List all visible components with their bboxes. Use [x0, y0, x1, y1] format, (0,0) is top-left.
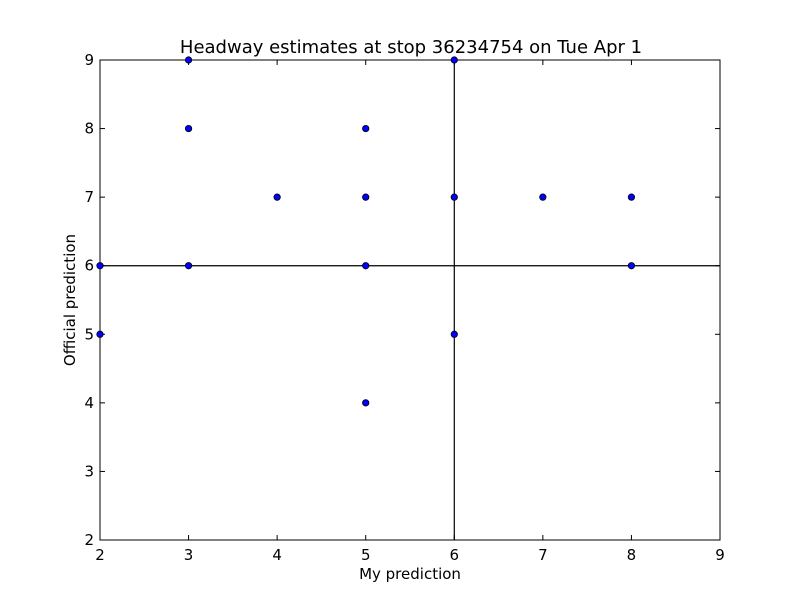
data-point: [450, 193, 458, 201]
y-tick-label: 6: [84, 257, 94, 275]
x-tick-label: 4: [272, 546, 282, 564]
x-tick-label: 5: [361, 546, 371, 564]
data-point: [184, 56, 193, 64]
data-point: [450, 330, 458, 338]
plot-area: [96, 56, 721, 541]
y-tick-label: 8: [84, 120, 94, 138]
y-axis-label: Official prediction: [61, 234, 79, 366]
x-tick-label: 2: [95, 546, 105, 564]
x-tick-label: 9: [715, 546, 725, 564]
y-tick-label: 9: [84, 51, 94, 69]
data-point: [96, 262, 104, 270]
reference-lines: [100, 60, 720, 540]
data-point: [627, 262, 636, 270]
data-point: [184, 262, 193, 270]
y-tick-labels: 2 3 4 5 6 7 8 9: [84, 51, 94, 549]
data-point: [450, 56, 458, 64]
data-point: [362, 399, 370, 407]
plot-frame: [99, 59, 721, 541]
x-tick-label: 7: [538, 546, 548, 564]
data-point: [96, 330, 104, 338]
x-axis-label: My prediction: [359, 565, 461, 583]
x-tick-label: 3: [184, 546, 194, 564]
y-tick-label: 7: [84, 188, 94, 206]
data-point: [273, 193, 281, 201]
y-tick-label: 5: [84, 325, 94, 343]
x-tick-labels: 2 3 4 5 6 7 8 9: [95, 546, 725, 564]
data-point: [627, 193, 636, 201]
data-point: [362, 262, 370, 270]
y-tick-label: 2: [84, 531, 94, 549]
data-point: [362, 124, 370, 133]
y-tick-label: 3: [84, 462, 94, 480]
data-points: [96, 56, 636, 407]
y-tick-label: 4: [84, 394, 94, 412]
x-tick-label: 6: [450, 546, 460, 564]
chart-title: Headway estimates at stop 36234754 on Tu…: [180, 37, 642, 58]
data-point: [184, 124, 193, 133]
x-tick-label: 8: [627, 546, 637, 564]
data-point: [539, 193, 547, 201]
data-point: [362, 193, 370, 201]
